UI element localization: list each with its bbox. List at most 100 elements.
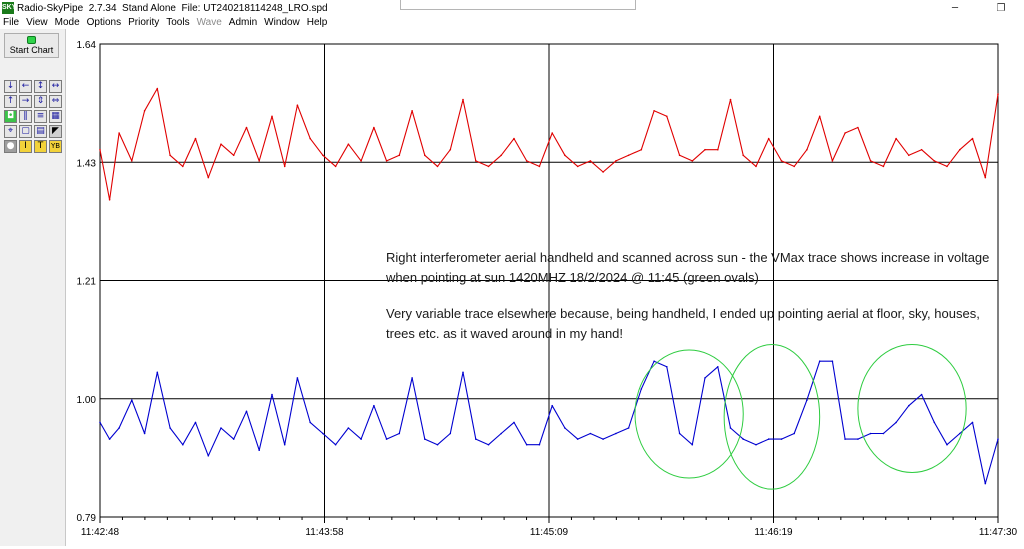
annotation-line-1: Right interferometer aerial handheld and… bbox=[386, 250, 990, 285]
series-1-point bbox=[347, 143, 350, 145]
series-2-point bbox=[108, 438, 111, 440]
series-1-point bbox=[984, 176, 987, 179]
menu-wave[interactable]: Wave bbox=[196, 17, 222, 28]
series-1-point bbox=[232, 154, 235, 157]
pause-icon: ‖ bbox=[23, 111, 28, 121]
series-2-point bbox=[946, 443, 948, 446]
pause-button[interactable]: ‖ bbox=[19, 110, 32, 123]
menu-tools[interactable]: Tools bbox=[166, 17, 190, 28]
series-1-point bbox=[908, 154, 910, 157]
clipboard-button[interactable]: ▤ bbox=[34, 125, 47, 138]
menu-admin[interactable]: Admin bbox=[228, 17, 258, 28]
arrow-up-icon: ↑ bbox=[6, 96, 15, 106]
series-2-point bbox=[449, 432, 452, 435]
series-2-point bbox=[818, 360, 821, 363]
series-2-point bbox=[131, 399, 133, 401]
series-line-1 bbox=[99, 87, 999, 201]
text-icon: T bbox=[37, 141, 44, 151]
series-1-point bbox=[589, 160, 592, 162]
x-tick-label: 11:45:09 bbox=[530, 527, 569, 538]
series-2-point bbox=[640, 388, 643, 390]
series-2-point bbox=[971, 421, 974, 424]
series-2-point bbox=[118, 427, 120, 429]
series-2-point bbox=[627, 427, 630, 429]
series-1-point bbox=[780, 160, 783, 162]
series-2-point bbox=[576, 438, 579, 440]
info-button[interactable]: I bbox=[19, 140, 32, 153]
series-2-point bbox=[156, 371, 159, 374]
menu-view[interactable]: View bbox=[26, 17, 48, 28]
series-1-point bbox=[704, 148, 706, 151]
series-2-point bbox=[589, 432, 592, 435]
menu-window[interactable]: Window bbox=[264, 17, 300, 28]
title-field[interactable] bbox=[400, 0, 636, 10]
series-2-point bbox=[933, 421, 936, 424]
arrow-up-button[interactable]: ↑ bbox=[4, 95, 17, 108]
series-1-point bbox=[678, 154, 681, 157]
start-chart-button[interactable]: Start Chart bbox=[4, 33, 59, 58]
menu-priority[interactable]: Priority bbox=[128, 17, 160, 28]
list-button[interactable]: ≡ bbox=[34, 110, 47, 123]
record-button[interactable]: ◘ bbox=[4, 110, 17, 123]
series-2-point bbox=[780, 438, 783, 440]
compress-vertical-button[interactable]: ⇕ bbox=[34, 95, 47, 108]
flag-button[interactable]: ◤ bbox=[49, 125, 62, 138]
compress-horizontal-button[interactable]: ⇔ bbox=[49, 95, 62, 108]
chart-svg: 1.64 1.43 1.21 1.00 0.79 11:42:48 11:43:58 11:4… bbox=[77, 40, 1018, 538]
series-2-point bbox=[500, 432, 503, 435]
series-1-point bbox=[997, 93, 999, 95]
annotation-line-2: Very variable trace elsewhere because, b… bbox=[386, 306, 980, 341]
series-2-point bbox=[691, 443, 694, 446]
arrow-left-button[interactable]: ← bbox=[19, 80, 32, 93]
frame-button[interactable]: ▢ bbox=[19, 125, 32, 138]
series-2-point bbox=[462, 371, 464, 374]
series-1-point bbox=[258, 160, 260, 162]
arrow-right-icon: → bbox=[21, 96, 30, 106]
flag-icon: ◤ bbox=[52, 126, 59, 136]
yb-button[interactable]: YB bbox=[49, 140, 62, 153]
grid-button[interactable]: ▦ bbox=[49, 110, 62, 123]
menu-mode[interactable]: Mode bbox=[54, 17, 80, 28]
series-1-point bbox=[373, 126, 375, 129]
series-1-point bbox=[729, 98, 732, 101]
annotation-text: Right interferometer aerial handheld and… bbox=[386, 248, 996, 360]
series-1-point bbox=[538, 165, 541, 168]
window-title: Radio-SkyPipe 2.7.34 Stand Alone File: U… bbox=[17, 2, 328, 14]
arrows-horizontal-button[interactable]: ↔ bbox=[49, 80, 62, 93]
series-1-point bbox=[296, 104, 299, 106]
series-1-point bbox=[971, 137, 974, 140]
annotation-oval-2 bbox=[723, 343, 821, 490]
series-1-point bbox=[869, 160, 872, 162]
crosshair-button[interactable]: ⌖ bbox=[4, 125, 17, 138]
minimize-button[interactable]: ─ bbox=[932, 0, 978, 16]
series-1-point bbox=[767, 137, 770, 140]
menu-options[interactable]: Options bbox=[86, 17, 122, 28]
arrows-vertical-button[interactable]: ↕ bbox=[34, 80, 47, 93]
list-icon: ≡ bbox=[36, 111, 45, 121]
series-2-point bbox=[742, 438, 744, 440]
series-1-point bbox=[207, 176, 210, 179]
arrow-down-button[interactable]: ↓ bbox=[4, 80, 17, 93]
annotation-oval-1 bbox=[634, 349, 744, 479]
arrows-horizontal-icon: ↔ bbox=[51, 81, 60, 91]
arrow-right-button[interactable]: → bbox=[19, 95, 32, 108]
start-chart-label: Start Chart bbox=[9, 45, 54, 55]
series-2-point bbox=[398, 432, 401, 435]
series-1-point bbox=[831, 160, 834, 162]
series-2-point bbox=[436, 443, 439, 446]
menu-file[interactable]: File bbox=[3, 17, 20, 28]
circle-button[interactable]: ● bbox=[4, 140, 17, 153]
series-1-point bbox=[666, 115, 668, 118]
series-2-point bbox=[169, 427, 171, 429]
series-2-point bbox=[411, 377, 413, 379]
series-1-point bbox=[640, 148, 643, 151]
series-1-point bbox=[322, 154, 324, 157]
menu-help[interactable]: Help bbox=[306, 17, 328, 28]
series-1-point bbox=[487, 165, 490, 168]
y-tick-label: 1.21 bbox=[77, 277, 97, 288]
restore-button[interactable]: ❐ bbox=[978, 0, 1024, 16]
record-icon: ◘ bbox=[6, 111, 15, 121]
text-button[interactable]: T bbox=[34, 140, 47, 153]
y-tick-label: 1.00 bbox=[77, 395, 97, 406]
series-2-point bbox=[666, 366, 668, 368]
